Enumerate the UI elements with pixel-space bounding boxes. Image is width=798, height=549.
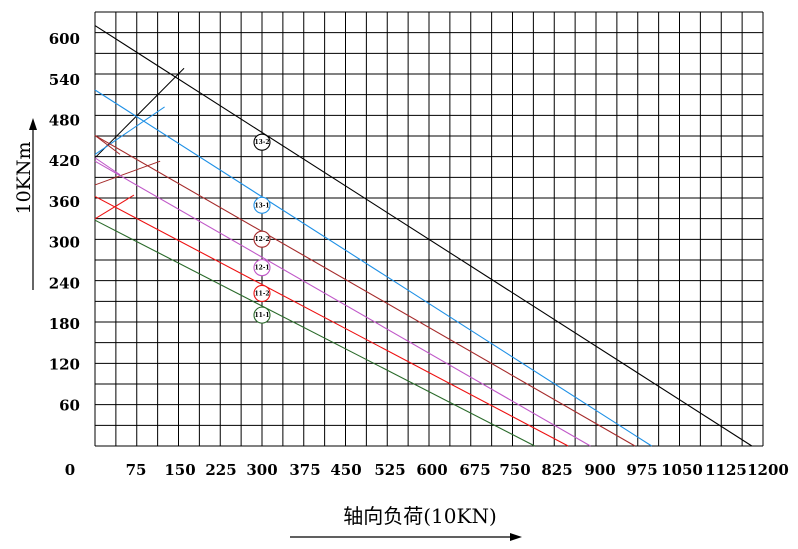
x-tick-label: 900 bbox=[584, 461, 615, 479]
x-tick-label: 525 bbox=[374, 461, 405, 479]
x-tick-label: 150 bbox=[164, 461, 195, 479]
auxiliary-line bbox=[94, 67, 185, 159]
y-tick-label: 120 bbox=[49, 356, 80, 374]
marker-circle bbox=[253, 284, 271, 302]
series-line-black bbox=[94, 25, 753, 447]
auxiliary-line bbox=[94, 157, 121, 176]
series-line-green bbox=[94, 219, 536, 447]
tick-labels: 0 75 150 225 300 375 450 525 600 675 750 825 900 975 1… bbox=[49, 30, 789, 479]
series-line-darkred bbox=[94, 134, 636, 447]
y-tick-label: 240 bbox=[49, 274, 80, 292]
x-tick-label: 750 bbox=[499, 461, 530, 479]
y-tick-label: 600 bbox=[49, 30, 80, 48]
marker-label: 12-2 bbox=[254, 236, 269, 243]
grid bbox=[94, 11, 764, 447]
markers: 13-2 13-1 12-2 12-1 11-2 11-1 bbox=[253, 133, 271, 324]
marker-circle bbox=[253, 133, 271, 151]
x-tick-label: 300 bbox=[246, 461, 277, 479]
x-tick-label: 375 bbox=[289, 461, 320, 479]
x-tick-label: 1125 bbox=[705, 461, 747, 479]
series-line-red bbox=[94, 195, 569, 447]
x-tick-label: 75 bbox=[126, 461, 147, 479]
auxiliary-line bbox=[94, 135, 121, 155]
x-tick-label: 1200 bbox=[747, 461, 789, 479]
auxiliary-line bbox=[94, 160, 161, 186]
marker-label: 11-2 bbox=[254, 290, 269, 297]
y-tick-label: 60 bbox=[59, 396, 80, 414]
x-tick-label: 0 bbox=[65, 461, 75, 479]
y-tick-label: 540 bbox=[49, 71, 80, 89]
auxiliary-line bbox=[94, 106, 165, 155]
x-axis-title: 轴向负荷(10KN) bbox=[343, 504, 497, 528]
marker-label: 12-1 bbox=[254, 265, 269, 272]
marker-circle bbox=[253, 196, 271, 214]
marker-circle bbox=[253, 259, 271, 277]
y-tick-label: 360 bbox=[49, 193, 80, 211]
marker-label: 13-2 bbox=[254, 139, 269, 146]
marker-circle bbox=[253, 230, 271, 248]
x-tick-label: 450 bbox=[330, 461, 361, 479]
y-tick-label: 180 bbox=[49, 315, 80, 333]
x-tick-label: 975 bbox=[626, 461, 657, 479]
x-axis-arrow-head bbox=[510, 533, 522, 541]
y-axis-arrow-head bbox=[29, 118, 37, 130]
x-tick-label: 675 bbox=[459, 461, 490, 479]
y-tick-label: 300 bbox=[49, 234, 80, 252]
x-tick-label: 600 bbox=[416, 461, 447, 479]
y-tick-label: 480 bbox=[49, 112, 80, 130]
marker-circle bbox=[253, 306, 271, 324]
marker-label: 11-1 bbox=[254, 312, 269, 319]
series-line-blue bbox=[94, 89, 652, 447]
y-axis-title: 10KNm bbox=[13, 141, 35, 214]
y-tick-label: 420 bbox=[49, 152, 80, 170]
series-lines bbox=[94, 25, 753, 447]
x-tick-label: 225 bbox=[205, 461, 236, 479]
x-tick-label: 825 bbox=[541, 461, 572, 479]
series-line-purple bbox=[94, 160, 591, 447]
marker-label: 13-1 bbox=[254, 202, 269, 209]
x-tick-label: 1050 bbox=[661, 461, 703, 479]
